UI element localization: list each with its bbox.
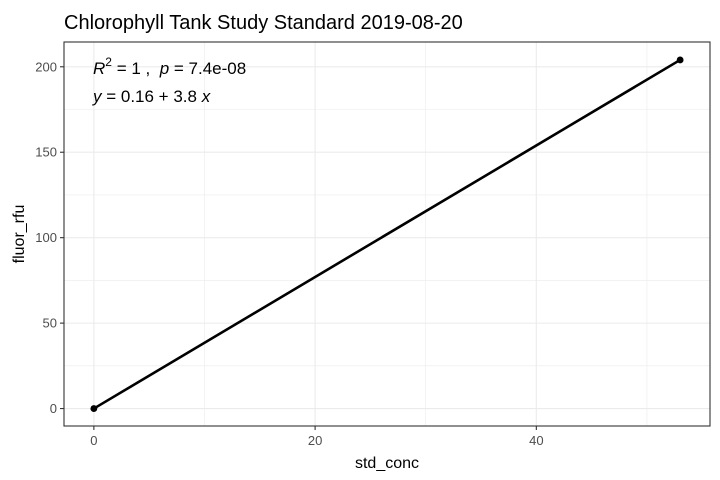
y-tick-label: 100 xyxy=(35,230,57,245)
points-layer xyxy=(90,56,684,412)
annotation-equation-coefficients: = 0.16 + 3.8 xyxy=(102,87,202,106)
annotation-r-value: = 1 , xyxy=(112,59,160,78)
fit-line xyxy=(92,58,682,410)
annotation-y-symbol: y xyxy=(92,87,103,106)
annotation-x-symbol: x xyxy=(201,87,211,106)
x-tick-label: 40 xyxy=(529,433,543,448)
annotation-equation: y = 0.16 + 3.8 x xyxy=(92,87,211,106)
grid-major xyxy=(64,42,710,426)
x-tick-label: 0 xyxy=(90,433,97,448)
y-tick-label: 0 xyxy=(50,401,57,416)
annotation-r-superscript: 2 xyxy=(105,55,112,69)
x-axis-ticks: 0 20 40 xyxy=(90,426,544,448)
y-tick-label: 150 xyxy=(35,145,57,160)
data-point xyxy=(90,405,98,412)
y-axis-title: fluor_rfu xyxy=(11,205,28,264)
fit-layer xyxy=(92,58,682,410)
data-point xyxy=(676,56,684,64)
annotation-r2-p: R2 = 1 , p = 7.4e-08 xyxy=(93,55,246,78)
grid-minor xyxy=(64,42,710,426)
y-axis-ticks: 0 50 100 150 200 xyxy=(35,59,64,416)
annotation-p-symbol: p xyxy=(159,59,169,78)
x-axis-title: std_conc xyxy=(355,455,419,472)
y-tick-label: 50 xyxy=(43,316,57,331)
annotation-p-value: = 7.4e-08 xyxy=(169,59,246,78)
annotation-r-symbol: R xyxy=(93,59,105,78)
chart-title: Chlorophyll Tank Study Standard 2019-08-… xyxy=(64,12,463,34)
panel-border xyxy=(63,41,711,427)
y-tick-label: 200 xyxy=(35,59,57,74)
x-tick-label: 20 xyxy=(308,433,322,448)
